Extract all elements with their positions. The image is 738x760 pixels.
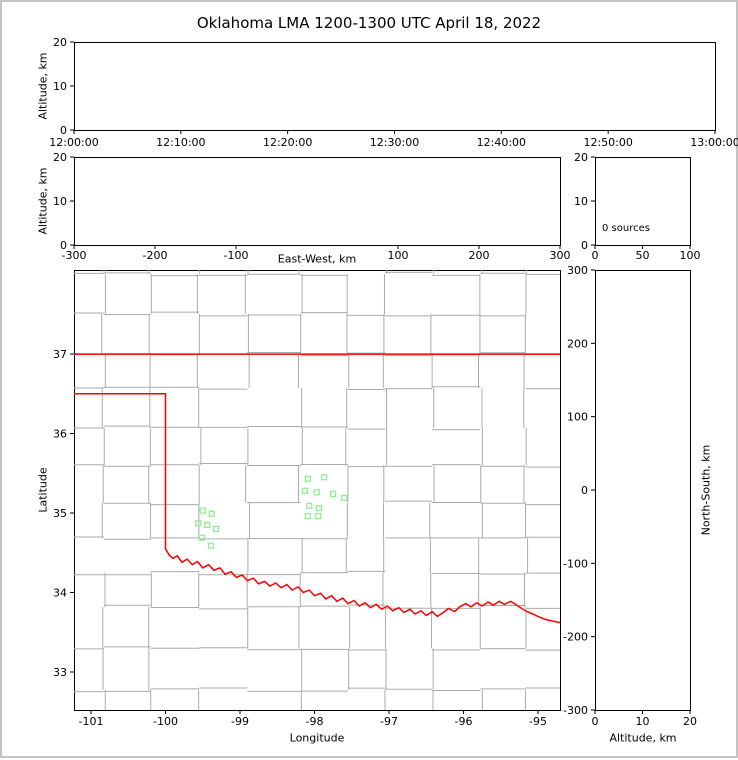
y-tick-label: 33 [53,666,67,679]
y-tick-label: 300 [567,264,588,277]
xlabel-east-west: East-West, km [277,252,357,266]
y-tick-label: 20 [574,151,588,164]
x-tick-label: -98 [306,715,324,728]
y-tick-label: -200 [563,631,588,644]
eastwest-altitude-panel [74,157,561,246]
x-tick-label: 12:40:00 [477,136,526,149]
x-tick-label: 20 [683,715,697,728]
y-tick-label: 10 [53,195,67,208]
y-tick-label: -300 [563,704,588,717]
x-tick-label: 12:50:00 [583,136,632,149]
ylabel-north-south: North-South, km [699,444,713,536]
x-tick-label: 10 [636,715,650,728]
x-tick-label: -99 [231,715,249,728]
x-tick-label: 300 [550,249,571,262]
x-tick-label: 50 [636,249,650,262]
y-tick-label: 100 [567,411,588,424]
ylabel-altitude-eastwest: Altitude, km [36,167,50,235]
y-tick-label: 10 [574,195,588,208]
x-tick-label: -100 [153,715,178,728]
x-tick-label: -300 [62,249,87,262]
xlabel-longitude: Longitude [289,731,345,745]
x-tick-label: 12:30:00 [370,136,419,149]
x-tick-label: 12:10:00 [156,136,205,149]
y-tick-label: 0 [581,239,588,252]
plan-view-map-panel [74,270,561,711]
y-tick-label: 200 [567,337,588,350]
y-tick-label: 37 [53,348,67,361]
xlabel-altitude-ns: Altitude, km [609,731,677,745]
x-tick-label: 12:20:00 [263,136,312,149]
x-tick-label: -96 [455,715,473,728]
y-tick-label: 34 [53,587,67,600]
x-tick-label: 0 [592,249,599,262]
y-tick-label: 36 [53,428,67,441]
figure-title: Oklahoma LMA 1200-1300 UTC April 18, 202… [196,14,542,32]
y-tick-label: 20 [53,151,67,164]
x-tick-label: 200 [469,249,490,262]
y-tick-label: 20 [53,36,67,49]
x-tick-label: 0 [592,715,599,728]
sources-count-label: 0 sources [602,223,650,234]
x-tick-label: -101 [79,715,104,728]
ylabel-latitude: Latitude [36,467,50,513]
x-tick-label: -200 [143,249,168,262]
ylabel-altitude-time: Altitude, km [36,52,50,120]
y-tick-label: -100 [563,557,588,570]
x-tick-label: -97 [380,715,398,728]
time-altitude-panel [74,42,716,131]
x-tick-label: 100 [388,249,409,262]
y-tick-label: 10 [53,80,67,93]
x-tick-label: 13:00:00 [690,136,738,149]
sources-histogram-panel [595,157,691,246]
y-tick-label: 35 [53,507,67,520]
x-tick-label: 12:00:00 [49,136,98,149]
y-tick-label: 0 [581,484,588,497]
y-tick-label: 0 [60,124,67,137]
x-tick-label: -100 [224,249,249,262]
x-tick-label: -95 [529,715,547,728]
altitude-northsouth-panel [595,270,691,711]
x-tick-label: 100 [680,249,701,262]
y-tick-label: 0 [60,239,67,252]
